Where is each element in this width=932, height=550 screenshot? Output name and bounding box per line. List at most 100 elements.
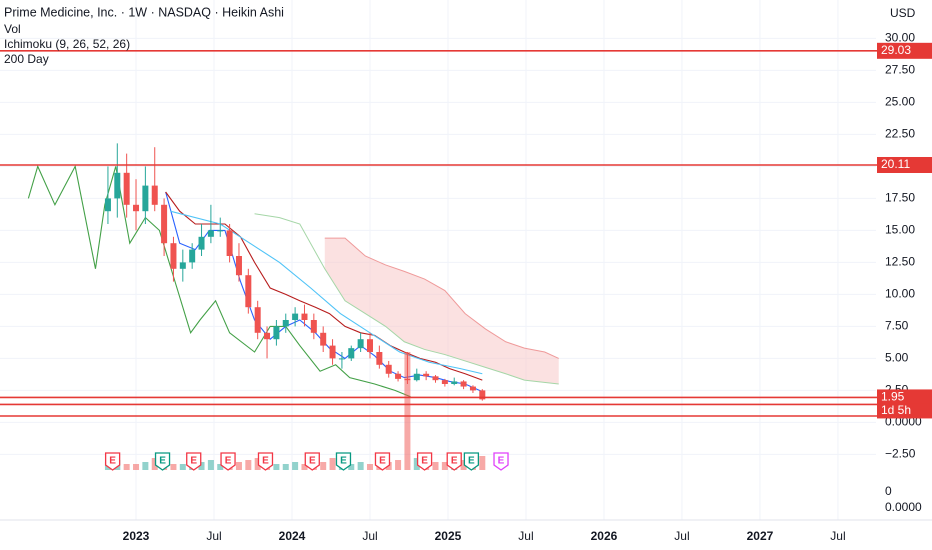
candle-body [207,230,214,237]
price-label-box [877,389,932,406]
volume-bar [245,460,252,470]
volume-bar [292,462,299,470]
x-tick-label: Jul [830,529,845,543]
volume-bar [198,462,205,470]
x-tick-label: Jul [518,529,533,543]
candle-body [357,339,364,349]
volume-bar [320,462,327,470]
volume-bar [413,458,420,470]
volume-bar [142,462,149,470]
y-tick-label: 30.00 [885,31,915,45]
earnings-label: E [379,456,386,467]
candle-body [179,262,186,269]
earnings-label: E [421,456,428,467]
price-label: 1.95 [881,390,905,404]
x-tick-label: Jul [206,529,221,543]
candle-body [264,332,271,340]
earnings-label: E [309,456,316,467]
candle-body [441,380,448,384]
span-a [254,213,559,385]
y-tick-label: 12.50 [885,255,915,269]
earnings-marker [446,452,462,471]
price-label-box [877,42,932,59]
y-tick-label: 25.00 [885,95,915,109]
candle-body [385,364,392,374]
earnings-marker [463,452,480,471]
indicator-line [27,164,411,398]
candle-body [432,376,439,381]
volume-bar [301,464,308,470]
volume-bar [357,462,364,470]
candle-body [151,185,158,205]
volume-bar [348,464,355,470]
candle-body [114,172,121,199]
currency: USD [890,6,916,20]
candle-body [376,352,383,365]
x-tick-label: 2024 [279,529,306,543]
span-b [324,237,559,359]
earnings-marker [416,452,433,471]
candle-body [413,373,420,381]
earnings-label: E [498,456,505,467]
y-tick-label: 5.00 [885,351,909,365]
candle-body [301,313,308,320]
candle-body [329,345,336,359]
volume-bar [170,464,177,470]
earnings-label: E [159,456,166,467]
y-tick-label: 27.50 [885,63,915,77]
y-tick-label: 10.00 [885,287,915,301]
candle-body [254,307,261,333]
volume-bar [366,464,373,470]
volume-bar [254,458,261,470]
indicator-label: Vol [4,22,21,36]
price-label: 29.03 [881,43,911,57]
indicator-label: Ichimoku (9, 26, 52, 26) [4,37,130,51]
earnings-label: E [468,456,475,467]
earnings-marker [304,452,320,471]
earnings-marker [220,452,236,471]
candle-body [348,348,355,359]
candle-body [226,230,233,256]
candle-body [320,332,327,346]
candle-body [142,185,149,212]
volume-bar [404,352,411,470]
volume-bar [179,464,186,470]
labels: 30.0027.5025.0022.5020.0017.5015.0012.50… [0,31,932,543]
earnings-label: E [340,456,347,467]
candle-body [404,378,411,381]
y-tick-label: 17.50 [885,191,915,205]
candle-body [292,313,299,320]
candle-body [310,320,317,333]
candle-body [282,320,289,327]
earnings-label: E [225,456,232,467]
volume-bar [217,464,224,470]
earnings-marker [335,452,352,471]
candle-body [451,381,458,384]
earnings-label: E [262,456,269,467]
y-tick-label: 15.00 [885,223,915,237]
candle-body [479,390,486,400]
volume-bar [329,458,336,470]
indicator-line [165,191,483,381]
countdown-box [877,403,932,419]
candle-body [235,256,242,276]
price-label-box [877,156,932,173]
earnings-marker [154,452,171,471]
volume-bar [479,456,486,470]
price-label: 20.11 [881,157,910,171]
volume-bar [273,464,280,470]
candle-body [338,358,345,360]
earnings-marker [374,452,391,471]
indicator-label: 200 Day [4,52,49,66]
earnings-marker [257,452,274,471]
earnings-label: E [109,456,116,467]
candle-body [366,339,373,352]
volume-bar [235,462,242,470]
candle-body [133,204,140,212]
candle-body [123,172,130,205]
candle-body [423,373,430,377]
candle-body [217,230,224,232]
y-tick-label: 7.50 [885,319,909,333]
y-tick-label: −2.50 [885,447,916,461]
x-tick-label: 2027 [747,529,774,543]
